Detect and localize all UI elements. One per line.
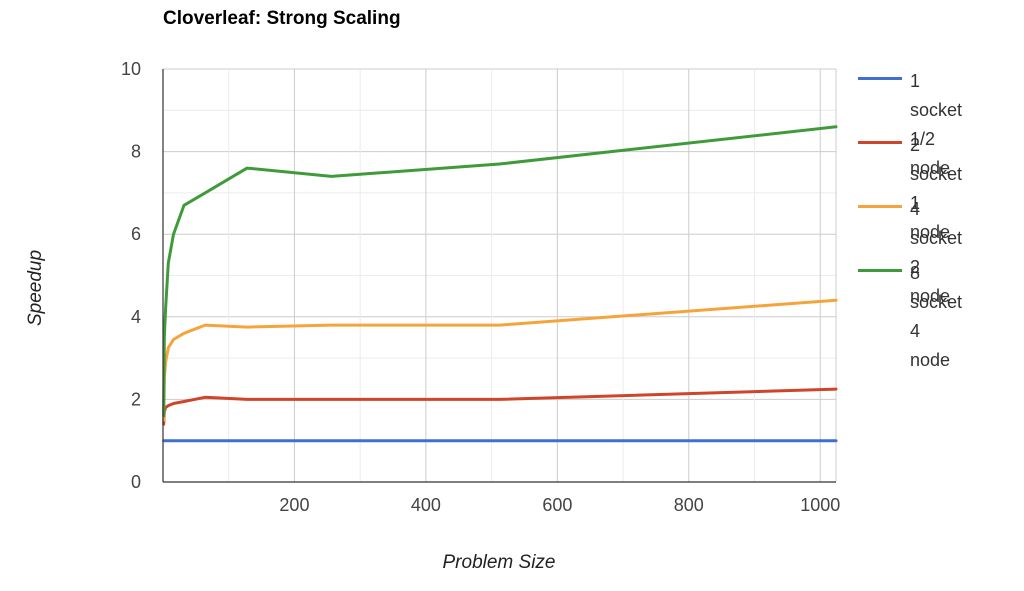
series-line-2 — [162, 387, 838, 426]
y-tick-label: 4 — [131, 307, 141, 327]
x-tick-label: 600 — [542, 495, 572, 515]
legend-label-line: 2 socket — [910, 135, 963, 184]
x-axis-label: Problem Size — [442, 552, 556, 573]
x-tick-label: 1000 — [800, 495, 840, 515]
y-tick-label: 2 — [131, 389, 141, 409]
y-axis-label: Speedup — [25, 249, 46, 327]
y-tick-label: 6 — [131, 224, 141, 244]
legend-label-line: 4 socket — [910, 199, 963, 248]
legend-label-line: 1/2 node — [910, 129, 951, 178]
legend-label-line: 8 socket — [910, 263, 963, 312]
tick-labels: 0 2 4 6 8 10 200 400 600 800 1000 — [121, 59, 840, 515]
legend-label-line: 1 node — [910, 193, 951, 242]
x-tick-label: 200 — [279, 495, 309, 515]
legend-swatch — [858, 205, 902, 208]
y-tick-label: 0 — [131, 472, 141, 492]
grid-lines — [163, 68, 837, 482]
legend-label-line: 2 node — [910, 257, 951, 306]
legend-swatch — [858, 141, 902, 144]
series-lines — [162, 125, 838, 443]
x-tick-label: 800 — [674, 495, 704, 515]
legend-label: 2 socket 1 node — [910, 131, 962, 247]
legend-label-line: 4 node — [910, 321, 951, 370]
legend-swatch — [858, 269, 902, 272]
legend-label-line: 1 socket — [910, 71, 963, 120]
chart-title: Cloverleaf: Strong Scaling — [163, 8, 401, 29]
series-line-4 — [162, 125, 838, 418]
y-tick-label: 8 — [131, 142, 141, 162]
y-tick-label: 10 — [121, 59, 141, 79]
legend-label: 8 socket 4 node — [910, 259, 962, 375]
axes — [162, 69, 836, 483]
legend-swatch — [858, 77, 902, 80]
legend-label: 1 socket 1/2 node — [910, 67, 962, 183]
x-tick-label: 400 — [411, 495, 441, 515]
legend-label: 4 socket 2 node — [910, 195, 962, 311]
series-line-3 — [162, 298, 838, 422]
